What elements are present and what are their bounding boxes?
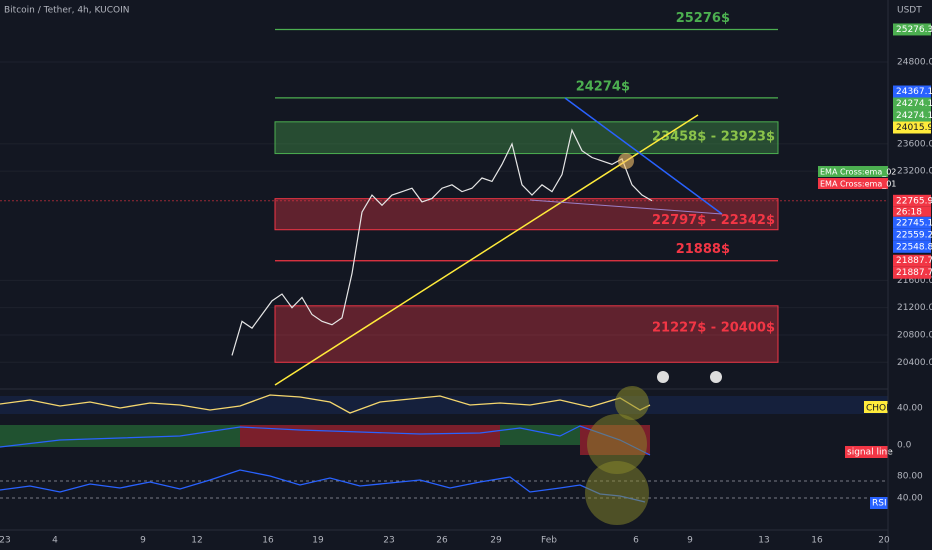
indicator-level: 80.00 (897, 472, 923, 482)
level-label: 24274$ (576, 79, 630, 94)
legend-label: EMA Cross:ema_01 (820, 180, 896, 189)
countdown: 26:18 (896, 207, 922, 217)
level-label: 21888$ (676, 242, 730, 257)
zone-label: 21227$ - 20400$ (652, 320, 775, 335)
macd-line (0, 425, 651, 456)
price-badge (893, 240, 931, 253)
price-badge-label: 24367.1 (896, 87, 932, 97)
x-tick-label: 16 (811, 536, 823, 546)
x-tick-label: 4 (52, 536, 58, 546)
y-tick-label: 21200.0 (897, 303, 932, 313)
x-tick-label: 6 (633, 536, 639, 546)
level-label: 25276$ (676, 11, 730, 26)
indicator-tag (845, 446, 888, 458)
x-tick-label: 12 (191, 536, 202, 546)
price-pane: 23458$ - 23923$ 22797$ - 22342$ 21227$ - 2… (0, 11, 888, 363)
price-badge-label: 21887.7 (896, 256, 932, 266)
x-tick-label: 23 (0, 536, 11, 546)
price-badge-label: 24015.9 (896, 123, 932, 133)
symbol: Bitcoin / Tether, 4h, KUCOIN (4, 6, 129, 16)
legend-label: EMA Cross:ema_02 (820, 168, 896, 177)
highlight (618, 153, 634, 169)
indicator-name: signal line (847, 448, 893, 458)
highlight (615, 386, 649, 420)
indicator-tag (864, 401, 888, 413)
highlight (585, 461, 649, 525)
price-badge-label: 22559.2 (896, 230, 932, 240)
price-badge-label: 25276.3 (896, 25, 932, 35)
x-tick-label: 23 (383, 536, 394, 546)
price-badge (893, 23, 931, 36)
zone-label: 23458$ - 23923$ (652, 129, 775, 144)
price-badge (893, 216, 931, 229)
price-badge-label: 24274.1 (896, 99, 932, 109)
countdown-bg (893, 206, 931, 217)
indicator-name: CHOP (866, 404, 892, 414)
y-tick-label: 24800.0 (897, 57, 932, 67)
highlight (587, 414, 647, 474)
y-tick-label: 20400.0 (897, 358, 932, 368)
x-tick-label: 9 (687, 536, 693, 546)
legend-tag (818, 178, 888, 189)
indicator-tag (870, 497, 888, 509)
price-badge-label: 24274.1 (896, 111, 932, 121)
x-tick-label: Feb (541, 536, 557, 546)
rsi-line (0, 469, 646, 503)
price-line-series (231, 128, 653, 356)
x-tick-label: 26 (436, 536, 448, 546)
x-tick-label: 16 (262, 536, 274, 546)
price-badge-label: 22548.8 (896, 242, 932, 252)
price-badge (893, 109, 931, 122)
indicator-level: 40.00 (897, 494, 923, 504)
axis-unit: USDT (897, 6, 922, 16)
histogram (500, 425, 580, 445)
event-icon (657, 371, 669, 383)
chop-band (0, 396, 888, 414)
y-tick-label: 23600.0 (897, 139, 932, 149)
trend-line (564, 97, 723, 215)
legend-tag (818, 166, 888, 177)
indicator-name: RSI (872, 499, 887, 509)
x-tick-label: 9 (140, 536, 146, 546)
zone-label: 22797$ - 22342$ (652, 213, 775, 228)
y-tick-label: 23200.0 (897, 167, 932, 177)
indicator-level: 40.00 (897, 404, 923, 414)
price-badge (893, 228, 931, 241)
trend-line (529, 199, 723, 215)
y-tick-label: 21600.0 (897, 276, 932, 286)
price-badge (893, 121, 931, 134)
price-badge (893, 254, 931, 267)
price-badge (893, 194, 931, 207)
x-tick-label: 20 (878, 536, 890, 546)
y-tick-label: 20800.0 (897, 330, 932, 340)
zone (274, 121, 779, 155)
price-badge (893, 266, 931, 279)
price-badge-label: 21887.7 (896, 268, 932, 278)
histogram (240, 425, 500, 447)
price-badge-label: 22765.9 (896, 196, 932, 206)
x-tick-label: 29 (490, 536, 502, 546)
x-tick-label: 13 (758, 536, 769, 546)
price-badge (893, 97, 931, 110)
zone (274, 305, 779, 363)
histogram (0, 425, 240, 447)
price-badge-label: 22745.1 (896, 218, 932, 228)
price-badge (893, 85, 931, 98)
indicator-level: 0.0 (897, 441, 912, 451)
x-tick-label: 19 (312, 536, 324, 546)
event-icon (710, 371, 722, 383)
chop-line (0, 394, 651, 414)
